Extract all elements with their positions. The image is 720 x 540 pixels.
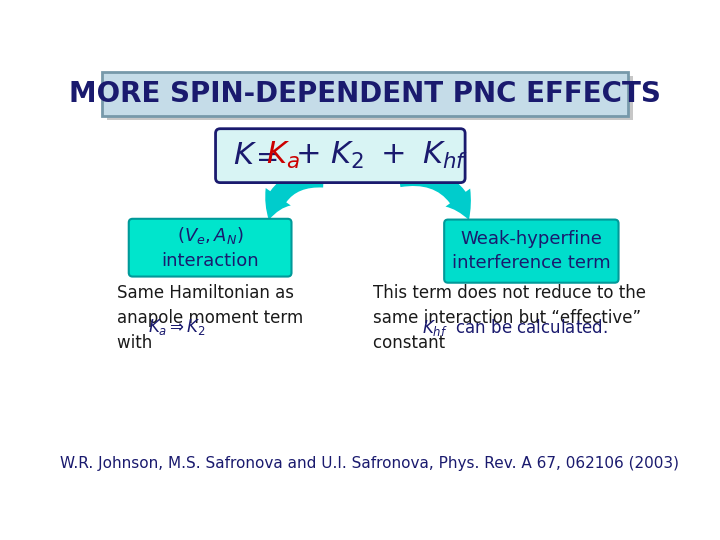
Text: $+\ \mathit{K}_2\ +\ \mathit{K}_{hf}$: $+\ \mathit{K}_2\ +\ \mathit{K}_{hf}$ bbox=[295, 140, 468, 171]
FancyBboxPatch shape bbox=[444, 220, 618, 283]
FancyBboxPatch shape bbox=[102, 72, 628, 117]
FancyBboxPatch shape bbox=[129, 219, 292, 276]
FancyArrowPatch shape bbox=[397, 166, 471, 220]
Text: W.R. Johnson, M.S. Safronova and U.I. Safronova, Phys. Rev. A 67, 062106 (2003): W.R. Johnson, M.S. Safronova and U.I. Sa… bbox=[60, 456, 678, 471]
FancyBboxPatch shape bbox=[215, 129, 465, 183]
Text: $(V_e, A_N)$
interaction: $(V_e, A_N)$ interaction bbox=[161, 225, 259, 269]
FancyBboxPatch shape bbox=[107, 76, 632, 120]
Text: $\mathit{K}_{hf}$  can be calculated.: $\mathit{K}_{hf}$ can be calculated. bbox=[422, 316, 608, 338]
Text: MORE SPIN-DEPENDENT PNC EFFECTS: MORE SPIN-DEPENDENT PNC EFFECTS bbox=[69, 80, 661, 108]
Text: Weak-hyperfine
interference term: Weak-hyperfine interference term bbox=[451, 231, 611, 272]
Text: $\mathit{K}_a \Rightarrow \mathit{K}_2$: $\mathit{K}_a \Rightarrow \mathit{K}_2$ bbox=[148, 316, 206, 336]
Text: $\mathit{K}_a$: $\mathit{K}_a$ bbox=[266, 140, 300, 171]
Text: $\mathit{K}$: $\mathit{K}$ bbox=[233, 141, 258, 170]
Text: $=$: $=$ bbox=[251, 141, 278, 170]
Text: Same Hamiltonian as
anapole moment term
with: Same Hamiltonian as anapole moment term … bbox=[117, 284, 303, 352]
Text: This term does not reduce to the
same interaction but “effective”
constant: This term does not reduce to the same in… bbox=[373, 284, 646, 352]
FancyArrowPatch shape bbox=[265, 168, 324, 220]
